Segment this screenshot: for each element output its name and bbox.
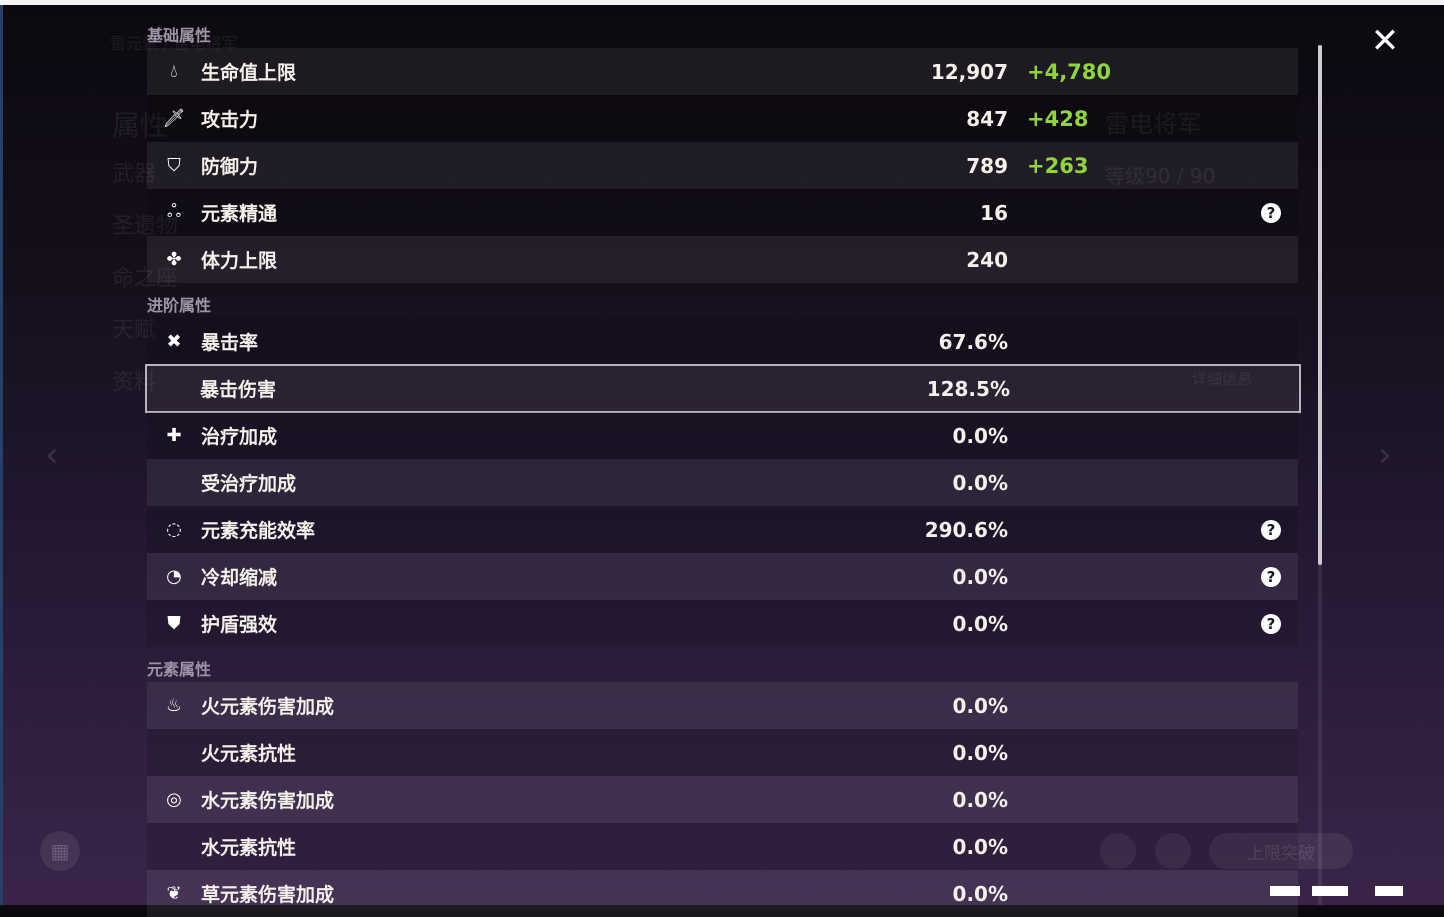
stat-label: 草元素伤害加成 bbox=[201, 884, 335, 906]
stat-label: 攻击力 bbox=[201, 109, 259, 131]
stat-value: 847 bbox=[966, 106, 1008, 131]
shield-strength-icon: ⛊ bbox=[167, 613, 181, 634]
stat-label: 暴击伤害 bbox=[200, 379, 277, 401]
bg-level: 等级90 / 90 bbox=[1105, 164, 1216, 188]
section-title-basic: 基础属性 bbox=[147, 26, 212, 45]
stat-value: 0.0% bbox=[952, 611, 1008, 636]
stat-label: 暴击率 bbox=[201, 332, 259, 354]
stat-label: 受治疗加成 bbox=[201, 473, 297, 495]
healing-cross-icon: ✚ bbox=[166, 425, 182, 446]
stat-label: 治疗加成 bbox=[201, 426, 278, 448]
section-title-advanced: 进阶属性 bbox=[147, 296, 212, 315]
help-icon[interactable]: ? bbox=[1261, 613, 1281, 634]
ascend-button: 上限突破 bbox=[1209, 833, 1353, 869]
grid-menu-button: ▦ bbox=[40, 831, 80, 871]
stat-row[interactable]: ✚ 治疗加成 0.0% bbox=[147, 412, 1298, 459]
hp-drop-icon: 💧︎ bbox=[170, 61, 178, 82]
overlay-mark bbox=[1312, 886, 1348, 896]
stat-row[interactable]: ◔ 冷却缩减 0.0%? bbox=[147, 553, 1298, 600]
stat-label: 元素充能效率 bbox=[201, 520, 316, 542]
stat-value: 0.0% bbox=[952, 423, 1008, 448]
stat-bonus: +4,780 bbox=[1027, 59, 1112, 84]
stat-value: 0.0% bbox=[952, 834, 1008, 859]
cooldown-icon: ◔ bbox=[166, 566, 182, 587]
stat-row[interactable]: ❦ 草元素伤害加成 0.0% bbox=[147, 870, 1298, 917]
stat-label: 生命值上限 bbox=[201, 62, 297, 84]
help-icon[interactable]: ? bbox=[1261, 519, 1281, 540]
stat-row[interactable]: ♨ 火元素伤害加成 0.0% bbox=[147, 682, 1298, 729]
stat-row[interactable]: ⛉ 防御力 789 +263 bbox=[147, 142, 1298, 189]
sword-icon: 🗡︎ bbox=[162, 108, 186, 129]
close-icon: ✕ bbox=[1370, 21, 1400, 61]
stat-row[interactable]: ஃ 元素精通 16? bbox=[147, 189, 1298, 236]
bg-menu-item: 属性 bbox=[112, 109, 169, 142]
stat-value: 0.0% bbox=[952, 564, 1008, 589]
stat-row[interactable]: ◌ 元素充能效率 290.6%? bbox=[147, 506, 1298, 553]
bg-menu-item: 资料 bbox=[112, 370, 157, 395]
stat-label: 水元素抗性 bbox=[201, 837, 297, 859]
bg-character-title: 雷元素 / 雷电将军 bbox=[110, 34, 238, 53]
help-icon[interactable]: ? bbox=[1261, 566, 1281, 587]
prev-arrow-icon: ‹ bbox=[45, 435, 59, 475]
stat-value: 12,907 bbox=[930, 59, 1008, 84]
stat-row[interactable]: ◎ 水元素伤害加成 0.0% bbox=[147, 776, 1298, 823]
next-arrow-icon: › bbox=[1378, 435, 1392, 475]
stat-label: 火元素抗性 bbox=[201, 743, 297, 765]
stat-label: 元素精通 bbox=[201, 203, 278, 225]
stat-value: 789 bbox=[966, 153, 1008, 178]
bg-circle-button bbox=[1155, 833, 1191, 869]
stat-label: 防御力 bbox=[201, 156, 259, 178]
overlay-mark bbox=[1270, 886, 1300, 896]
window-top-strip bbox=[0, 0, 1444, 5]
bg-menu-item: 天赋 bbox=[112, 318, 157, 343]
dendro-icon: ❦ bbox=[166, 883, 182, 904]
hydro-icon: ◎ bbox=[166, 789, 182, 810]
energy-recharge-icon: ◌ bbox=[166, 519, 182, 540]
stat-row[interactable]: ⛊ 护盾强效 0.0%? bbox=[147, 600, 1298, 647]
overlay-mark bbox=[1375, 886, 1403, 896]
stat-value: 0.0% bbox=[952, 881, 1008, 906]
pyro-icon: ♨ bbox=[165, 695, 183, 716]
stat-value: 128.5% bbox=[926, 376, 1010, 401]
stat-row[interactable]: ✖ 暴击率 67.6% bbox=[147, 318, 1298, 365]
stat-value: 0.0% bbox=[952, 693, 1008, 718]
stat-value: 67.6% bbox=[938, 329, 1008, 354]
stat-value: 240 bbox=[966, 247, 1008, 272]
stat-row[interactable]: 火元素抗性 0.0% bbox=[147, 729, 1298, 776]
close-button[interactable]: ✕ bbox=[1368, 24, 1402, 58]
stat-row[interactable]: 水元素抗性 0.0% bbox=[147, 823, 1298, 870]
bg-menu-item: 命之座 bbox=[112, 266, 179, 291]
stamina-icon: ✤ bbox=[166, 249, 182, 270]
scrollbar-thumb[interactable] bbox=[1318, 45, 1322, 565]
stat-label: 体力上限 bbox=[201, 250, 278, 272]
stat-label: 护盾强效 bbox=[201, 614, 278, 636]
bg-menu-item: 武器 bbox=[112, 162, 157, 187]
bg-circle-button bbox=[1100, 833, 1136, 869]
stat-row[interactable]: 暴击伤害 128.5% bbox=[145, 364, 1301, 413]
stat-label: 水元素伤害加成 bbox=[201, 790, 335, 812]
stat-row[interactable]: 🗡︎ 攻击力 847 +428 bbox=[147, 95, 1298, 142]
stat-bonus: +263 bbox=[1027, 153, 1089, 178]
stat-row[interactable]: 受治疗加成 0.0% bbox=[147, 459, 1298, 506]
stat-value: 0.0% bbox=[952, 470, 1008, 495]
bg-details-button: 详细信息 bbox=[1192, 370, 1253, 388]
stat-row[interactable]: ✤ 体力上限 240 bbox=[147, 236, 1298, 283]
stat-value: 290.6% bbox=[924, 517, 1008, 542]
shield-icon: ⛉ bbox=[167, 155, 181, 176]
stat-label: 冷却缩减 bbox=[201, 567, 278, 589]
stat-value: 16 bbox=[980, 200, 1008, 225]
crit-rate-icon: ✖ bbox=[166, 331, 182, 352]
stat-value: 0.0% bbox=[952, 740, 1008, 765]
section-title-elemental: 元素属性 bbox=[147, 660, 212, 679]
stat-label: 火元素伤害加成 bbox=[201, 696, 335, 718]
elemental-mastery-icon: ஃ bbox=[166, 201, 182, 222]
stat-row[interactable]: 💧︎ 生命值上限 12,907 +4,780 bbox=[147, 48, 1298, 95]
bg-menu-item: 圣遗物 bbox=[112, 214, 179, 239]
stat-bonus: +428 bbox=[1027, 106, 1089, 131]
help-icon[interactable]: ? bbox=[1261, 202, 1281, 223]
stat-value: 0.0% bbox=[952, 787, 1008, 812]
bg-character-name: 雷电将军 bbox=[1105, 110, 1201, 138]
window-left-edge bbox=[0, 5, 3, 905]
